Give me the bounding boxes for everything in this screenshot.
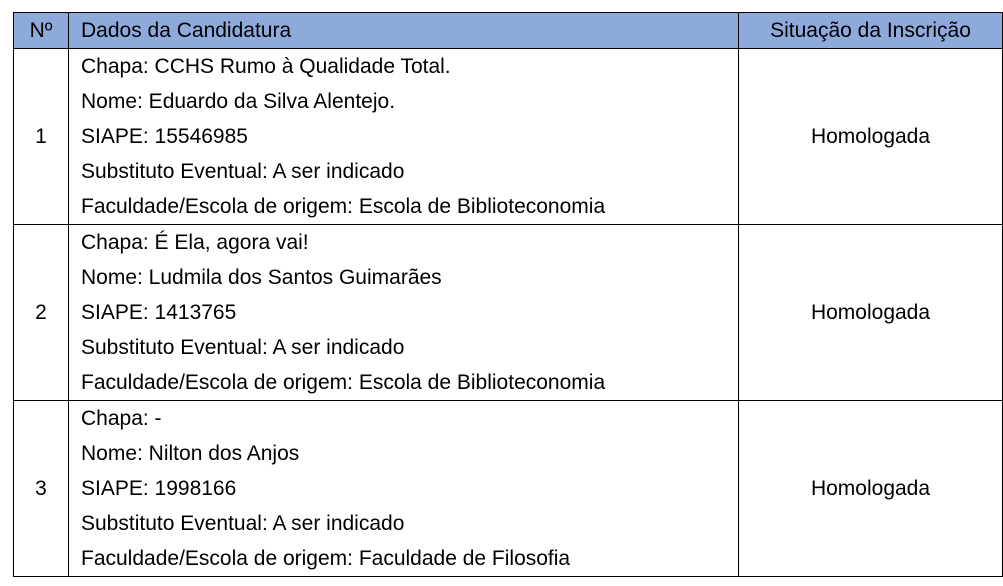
table-row: 1 Chapa: CCHS Rumo à Qualidade Total. Nome… xyxy=(13,48,1003,225)
candidate-field: Substituto Eventual: A ser indicado xyxy=(81,160,405,183)
candidate-field: Chapa: É Ela, agora vai! xyxy=(81,231,309,254)
candidate-data: Chapa: CCHS Rumo à Qualidade Total. Nome:… xyxy=(68,48,739,225)
row-number: 1 xyxy=(13,48,69,225)
header-row: Nº Dados da Candidatura Situação da Insc… xyxy=(13,12,1003,49)
candidate-field: SIAPE: 1998166 xyxy=(81,477,237,500)
row-number: 2 xyxy=(13,224,69,401)
table-row: 3 Chapa: - Nome: Nilton dos Anjos SIAPE: 19… xyxy=(13,400,1003,577)
candidate-field: Nome: Eduardo da Silva Alentejo. xyxy=(81,90,396,113)
status: Homologada xyxy=(738,224,1003,401)
candidate-data: Chapa: É Ela, agora vai! Nome: Ludmila do… xyxy=(68,224,739,401)
candidate-field: Nome: Ludmila dos Santos Guimarães xyxy=(81,266,442,289)
candidate-field: Substituto Eventual: A ser indicado xyxy=(81,512,405,535)
candidate-field: SIAPE: 15546985 xyxy=(81,125,248,148)
candidate-field: SIAPE: 1413765 xyxy=(81,301,237,324)
candidate-field: Faculdade/Escola de origem: Faculdade de… xyxy=(81,547,571,570)
table-row: 2 Chapa: É Ela, agora vai! Nome: Ludmila d… xyxy=(13,224,1003,401)
candidate-field: Nome: Nilton dos Anjos xyxy=(81,442,300,465)
candidate-data: Chapa: - Nome: Nilton dos Anjos SIAPE: 199… xyxy=(68,400,739,577)
status: Homologada xyxy=(738,48,1003,225)
candidate-field: Chapa: CCHS Rumo à Qualidade Total. xyxy=(81,55,451,78)
header-status: Situação da Inscrição xyxy=(738,12,1003,49)
header-number: Nº xyxy=(13,12,69,49)
header-candidate-data: Dados da Candidatura xyxy=(68,12,739,49)
row-number: 3 xyxy=(13,400,69,577)
candidates-table: Nº Dados da Candidatura Situação da Insc… xyxy=(13,12,1003,577)
status: Homologada xyxy=(738,400,1003,577)
candidate-field: Chapa: - xyxy=(81,407,162,430)
candidate-field: Substituto Eventual: A ser indicado xyxy=(81,336,405,359)
candidate-field: Faculdade/Escola de origem: Escola de Bi… xyxy=(81,195,606,218)
candidate-field: Faculdade/Escola de origem: Escola de Bi… xyxy=(81,371,606,394)
